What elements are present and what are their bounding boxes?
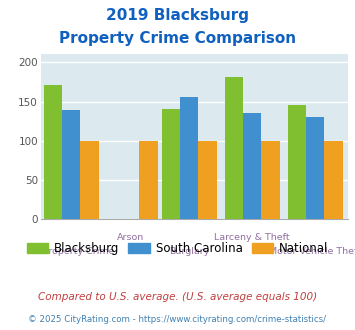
Bar — [180, 97, 198, 219]
Text: Motor Vehicle Theft: Motor Vehicle Theft — [269, 247, 355, 256]
Bar — [243, 113, 261, 219]
Text: Property Crime Comparison: Property Crime Comparison — [59, 31, 296, 46]
Text: Larceny & Theft: Larceny & Theft — [214, 233, 290, 242]
Bar — [162, 110, 180, 219]
Bar — [62, 110, 80, 219]
Bar — [80, 141, 99, 219]
Bar — [44, 85, 62, 219]
Text: Compared to U.S. average. (U.S. average equals 100): Compared to U.S. average. (U.S. average … — [38, 292, 317, 302]
Bar — [198, 141, 217, 219]
Text: 2019 Blacksburg: 2019 Blacksburg — [106, 8, 249, 23]
Legend: Blacksburg, South Carolina, National: Blacksburg, South Carolina, National — [22, 237, 333, 260]
Text: © 2025 CityRating.com - https://www.cityrating.com/crime-statistics/: © 2025 CityRating.com - https://www.city… — [28, 315, 327, 324]
Bar — [261, 141, 280, 219]
Text: All Property Crime: All Property Crime — [28, 247, 114, 256]
Text: Arson: Arson — [116, 233, 144, 242]
Text: Burglary: Burglary — [169, 247, 209, 256]
Bar — [288, 105, 306, 219]
Bar — [306, 116, 324, 219]
Bar — [324, 141, 343, 219]
Bar — [225, 77, 243, 219]
Bar — [139, 141, 158, 219]
